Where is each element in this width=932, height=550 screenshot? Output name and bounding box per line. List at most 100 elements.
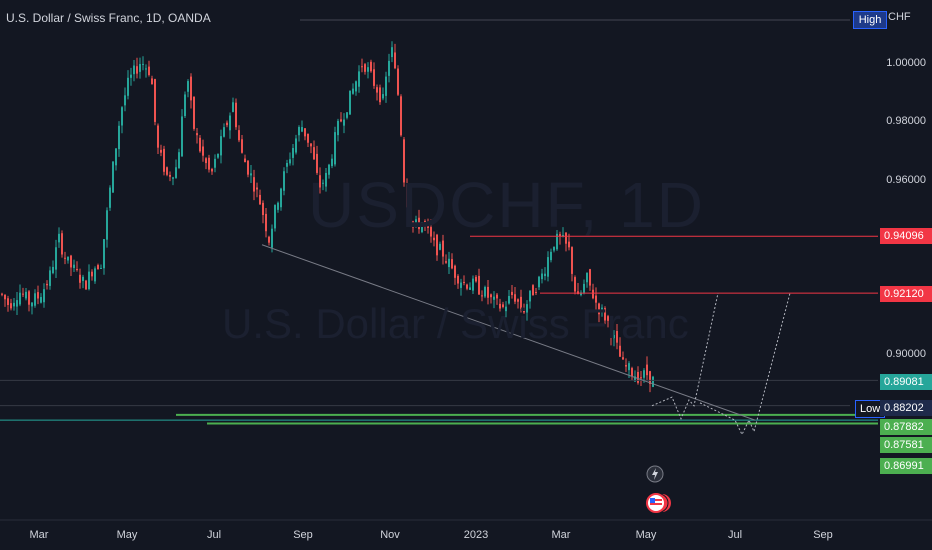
candle (394, 43, 396, 70)
chart-title: U.S. Dollar / Swiss Franc, 1D, OANDA (6, 11, 211, 25)
candle (553, 246, 555, 253)
candle (61, 230, 63, 258)
candle (232, 97, 234, 113)
candle (85, 279, 87, 290)
candles-layer (1, 41, 654, 393)
low-badge: Low (855, 400, 885, 418)
candle (367, 62, 369, 79)
candle (40, 293, 42, 304)
candle (67, 256, 69, 264)
candle (88, 264, 90, 291)
candle (145, 64, 147, 78)
candle (364, 63, 366, 75)
candle (454, 264, 456, 285)
candle (241, 135, 243, 154)
candle (631, 366, 633, 381)
candle (205, 157, 207, 170)
candle (73, 259, 75, 273)
descending-trendline[interactable] (261, 244, 756, 421)
candle (622, 351, 624, 360)
candle (499, 298, 501, 312)
candle (166, 166, 168, 177)
candle (556, 230, 558, 251)
candle (130, 67, 132, 86)
candle (598, 302, 600, 323)
candle (475, 274, 477, 283)
candle (520, 289, 522, 313)
candle (109, 185, 111, 211)
candle (49, 266, 51, 290)
candle (79, 268, 81, 289)
candle (322, 179, 324, 191)
candle (313, 140, 315, 160)
x-tick-jul-2022: Jul (206, 529, 222, 541)
candle (544, 267, 546, 281)
candle (250, 165, 252, 183)
candle (334, 126, 336, 167)
candle (118, 121, 120, 157)
candle (52, 260, 54, 275)
projection-path-2[interactable] (699, 292, 791, 436)
candle (517, 298, 519, 309)
candle (259, 189, 261, 205)
low-price-badge: 0.88202 (880, 400, 932, 416)
candle (103, 239, 105, 275)
candle (640, 371, 642, 387)
tick-0-90000: 0.90000 (886, 348, 926, 360)
candle (406, 178, 408, 209)
projection-path-1[interactable] (651, 292, 719, 420)
candle (193, 96, 195, 131)
candle (478, 268, 480, 296)
candle (571, 246, 573, 282)
candle (202, 139, 204, 162)
candle (616, 324, 618, 350)
candle (427, 218, 429, 234)
x-tick-mar-2023: Mar (551, 529, 571, 541)
candle (349, 90, 351, 115)
candle (28, 289, 30, 312)
candle (472, 275, 474, 295)
candle (331, 154, 333, 169)
candle (445, 254, 447, 264)
candle (403, 136, 405, 187)
candle (376, 84, 378, 101)
candle (34, 289, 36, 308)
candle (550, 248, 552, 263)
candle (4, 294, 6, 307)
lightning-icon[interactable] (646, 465, 664, 488)
us-flag-event-icon[interactable] (645, 492, 673, 519)
candle (442, 234, 444, 265)
candle (292, 144, 294, 166)
candle (247, 160, 249, 178)
candle (511, 285, 513, 299)
candle (412, 220, 414, 233)
candle (64, 251, 66, 265)
candle (619, 337, 621, 357)
candle (190, 73, 192, 109)
candle (601, 304, 603, 317)
candle (37, 285, 39, 305)
candle (358, 65, 360, 93)
candle (10, 298, 12, 311)
candle (637, 366, 639, 385)
x-tick-may-2022: May (116, 529, 138, 541)
candle (604, 306, 606, 325)
high-badge: High (853, 11, 887, 29)
candle (589, 268, 591, 291)
candle (199, 135, 201, 153)
candle (535, 287, 537, 295)
candle (289, 152, 291, 166)
candle (307, 133, 309, 148)
x-tick-2023: 2023 (463, 529, 489, 541)
candle (613, 330, 615, 347)
candle (262, 200, 264, 224)
candle (541, 268, 543, 284)
candle (607, 314, 609, 328)
candle (436, 233, 438, 261)
candle (487, 279, 489, 305)
candle (433, 231, 435, 247)
candle (16, 292, 18, 315)
candle (565, 232, 567, 252)
x-tick-jul-2023: Jul (727, 529, 743, 541)
